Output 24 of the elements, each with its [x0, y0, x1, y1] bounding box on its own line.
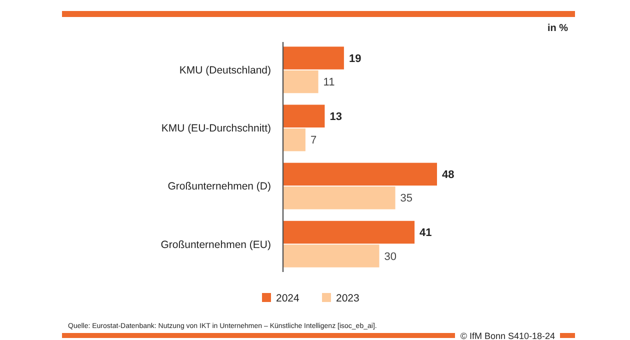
- bar: [283, 162, 437, 186]
- y-tick-label: Großunternehmen (D): [168, 180, 271, 193]
- data-label: 7: [310, 134, 317, 147]
- bar: [283, 104, 325, 128]
- data-label: 13: [330, 110, 342, 123]
- data-label: 48: [442, 169, 454, 182]
- data-label: 30: [384, 250, 396, 263]
- text: © IfM Bonn S410-18-24: [460, 331, 555, 340]
- y-tick-label: KMU (Deutschland): [179, 64, 271, 77]
- legend-label: 2024: [276, 292, 300, 305]
- bar: [283, 46, 344, 70]
- data-label: 11: [323, 76, 335, 89]
- bar: [283, 244, 380, 268]
- data-label: 35: [400, 192, 413, 205]
- legend-label: 2023: [336, 292, 360, 305]
- y-tick-label: KMU (EU-Durchschnitt): [161, 122, 271, 135]
- text: in %: [547, 23, 568, 34]
- bar: [283, 70, 318, 94]
- y-tick-label: Großunternehmen (EU): [160, 238, 271, 251]
- data-label: 19: [348, 52, 362, 65]
- bar: [283, 186, 396, 210]
- bar: [283, 128, 306, 152]
- data-label: 41: [420, 227, 432, 240]
- bar: [283, 220, 415, 244]
